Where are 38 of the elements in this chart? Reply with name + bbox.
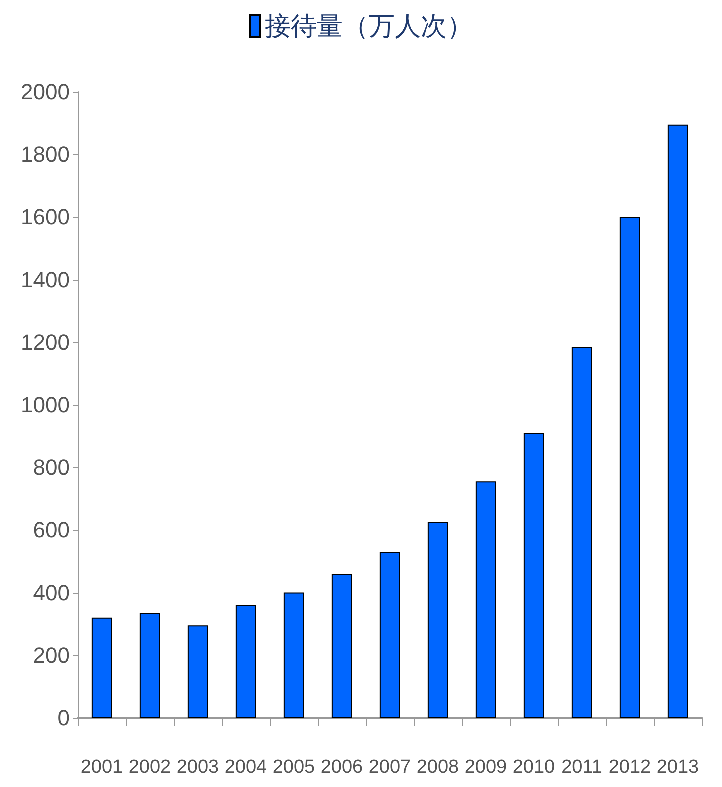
bar	[668, 124, 688, 718]
x-tick-label: 2007	[368, 757, 412, 778]
x-tick-label: 2008	[416, 757, 460, 778]
x-tick-label: 2013	[656, 757, 700, 778]
x-tick-label: 2005	[272, 757, 316, 778]
bar	[380, 552, 400, 718]
x-tick-label: 2010	[512, 757, 556, 778]
y-tick-label: 1800	[21, 142, 70, 168]
x-tick-label: 2004	[224, 757, 268, 778]
bar	[188, 626, 208, 718]
bar	[476, 482, 496, 718]
x-tick-label: 2003	[176, 757, 220, 778]
bar	[140, 613, 160, 718]
bar	[284, 592, 304, 718]
x-tick-label: 2001	[80, 757, 124, 778]
bar	[572, 347, 592, 718]
legend-label: 接待量（万人次）	[265, 11, 473, 41]
bar	[620, 217, 640, 718]
x-tick-label: 2002	[128, 757, 172, 778]
y-tick-label: 800	[33, 455, 70, 480]
x-tick-label: 2011	[562, 757, 602, 778]
y-tick-label: 1400	[21, 267, 70, 292]
y-tick-label: 1200	[21, 330, 70, 355]
y-tick-label: 2000	[21, 80, 70, 104]
y-tick-label: 400	[33, 580, 70, 606]
x-tick-label: 2009	[464, 757, 508, 778]
bar	[332, 574, 352, 718]
bar	[92, 618, 112, 718]
bar	[524, 433, 544, 718]
y-tick-label: 1000	[21, 392, 70, 418]
x-tick-label: 2006	[320, 757, 364, 778]
x-tick-label: 2012	[608, 757, 652, 778]
y-tick-label: 200	[33, 642, 70, 668]
bar	[236, 605, 256, 718]
y-tick-label: 1600	[21, 204, 70, 230]
y-tick-label: 600	[33, 518, 70, 543]
bar	[428, 522, 448, 718]
y-tick-label: 0	[58, 706, 70, 730]
